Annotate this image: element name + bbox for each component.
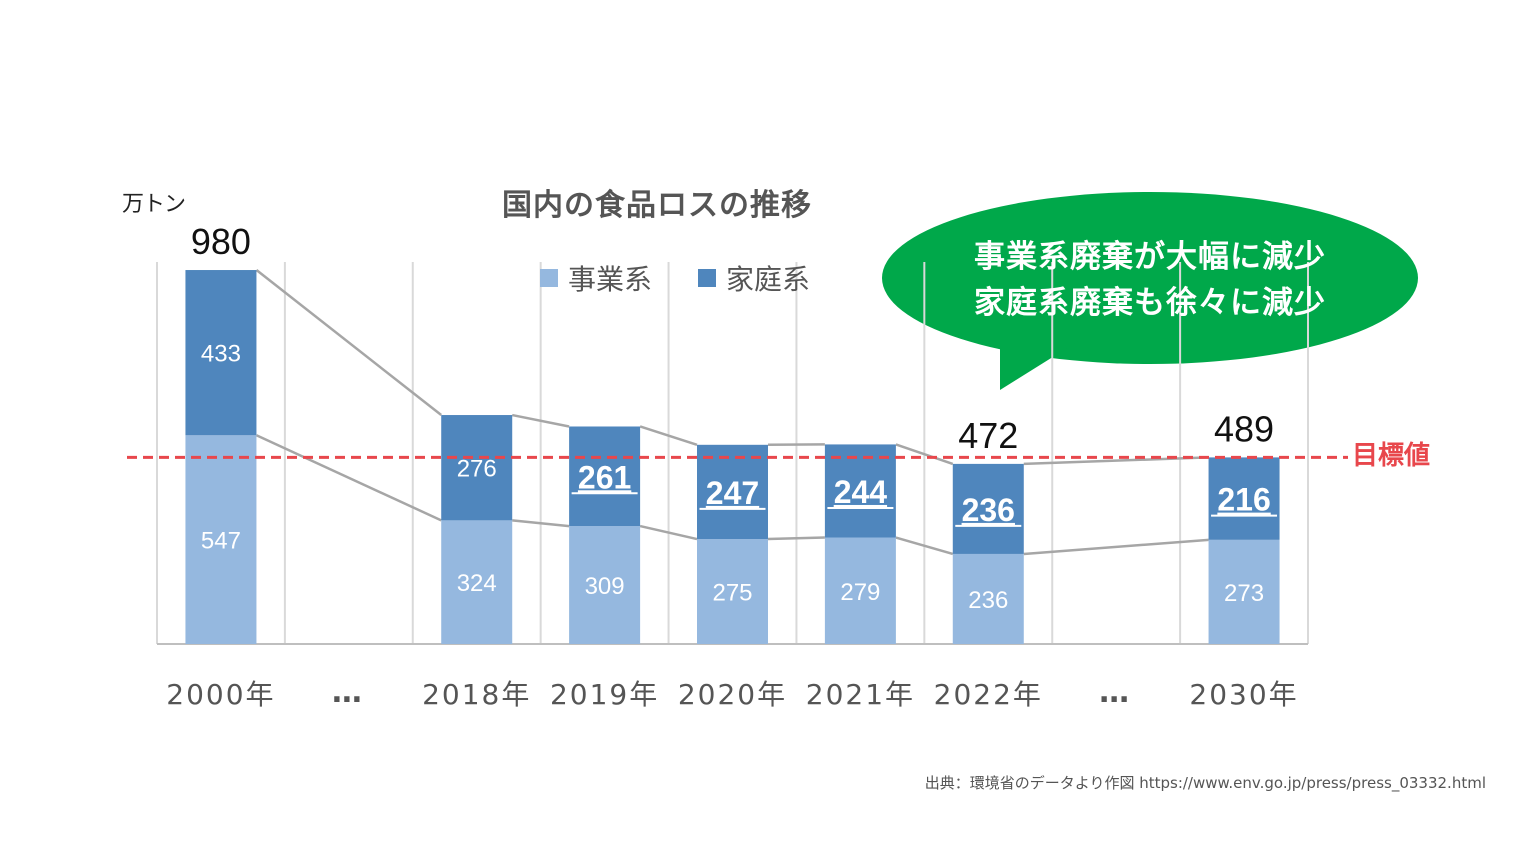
data-label-household: 244 — [834, 474, 888, 510]
callout-line-1: 事業系廃棄が大幅に減少 — [974, 239, 1326, 275]
data-label-household: 433 — [201, 341, 241, 368]
connector-line-total — [639, 425, 698, 446]
x-tick-label: 2020年 — [678, 678, 787, 711]
x-tick-label: 2019年 — [550, 678, 659, 711]
legend-label-household: 家庭系 — [726, 263, 811, 296]
connector-line-total — [895, 443, 954, 466]
x-tick-label: 2000年 — [166, 678, 275, 711]
x-tick-label: … — [1099, 675, 1133, 710]
legend-item-business: 事業系 — [540, 258, 652, 298]
data-label-household: 261 — [578, 459, 631, 495]
bar-household — [824, 444, 896, 538]
data-label-business: 275 — [712, 580, 752, 607]
connector-line-business — [512, 519, 570, 528]
connector-line-business — [639, 524, 698, 541]
bar-business — [569, 526, 641, 644]
bar-household — [441, 415, 513, 521]
target-label: 目標値 — [1352, 441, 1431, 472]
source-note: 出典：環境省のデータより作図 https://www.env.go.jp/pre… — [924, 774, 1486, 792]
x-tick-label: 2018年 — [422, 678, 531, 711]
legend-item-household: 家庭系 — [698, 258, 810, 298]
x-tick-label: 2021年 — [806, 678, 915, 711]
callout-pointer — [1000, 330, 1080, 390]
total-label: 472 — [958, 415, 1018, 456]
bar-household — [1208, 457, 1280, 540]
bar-household — [697, 444, 768, 540]
legend-swatch-business — [540, 269, 558, 287]
x-tick-label: 2022年 — [934, 678, 1043, 711]
data-label-household: 236 — [962, 492, 1015, 528]
data-label-household: 276 — [457, 456, 497, 483]
bar-business — [952, 553, 1024, 644]
chart-title: 国内の食品ロスの推移 — [502, 188, 812, 223]
data-label-business: 236 — [968, 587, 1008, 614]
connector-line-total — [1023, 456, 1209, 466]
data-label-household: 247 — [706, 475, 759, 511]
legend-label-business: 事業系 — [568, 263, 653, 296]
total-label: 980 — [191, 221, 251, 262]
bar-business — [185, 435, 257, 644]
unit-label: 万トン — [122, 192, 186, 217]
x-tick-label: 2030年 — [1189, 678, 1298, 711]
data-label-business: 547 — [201, 528, 241, 555]
data-label-business: 279 — [840, 579, 880, 606]
total-label: 489 — [1214, 408, 1274, 449]
data-label-business: 309 — [585, 573, 625, 600]
connector-line-total — [255, 269, 442, 417]
callout-text: 事業系廃棄が大幅に減少 家庭系廃棄も徐々に減少 — [900, 234, 1400, 326]
data-label-household: 216 — [1217, 482, 1270, 518]
bar-business — [824, 537, 896, 644]
bar-household — [185, 270, 257, 436]
data-label-business: 324 — [457, 570, 497, 597]
connector-line-business — [895, 536, 954, 556]
connector-line-total — [511, 413, 570, 428]
bar-business — [441, 520, 513, 644]
data-label-business: 273 — [1224, 580, 1264, 607]
legend-swatch-household — [698, 269, 716, 287]
x-tick-label: … — [332, 675, 366, 710]
bar-business — [697, 539, 768, 644]
connector-line-business — [767, 536, 825, 541]
callout-bubble — [882, 192, 1418, 364]
callout-line-2: 家庭系廃棄も徐々に減少 — [974, 285, 1326, 321]
bar-business — [1208, 539, 1280, 644]
connector-line-business — [1023, 538, 1209, 556]
bar-household — [952, 463, 1024, 554]
connector-line-business — [255, 434, 442, 522]
bar-household — [569, 426, 641, 527]
